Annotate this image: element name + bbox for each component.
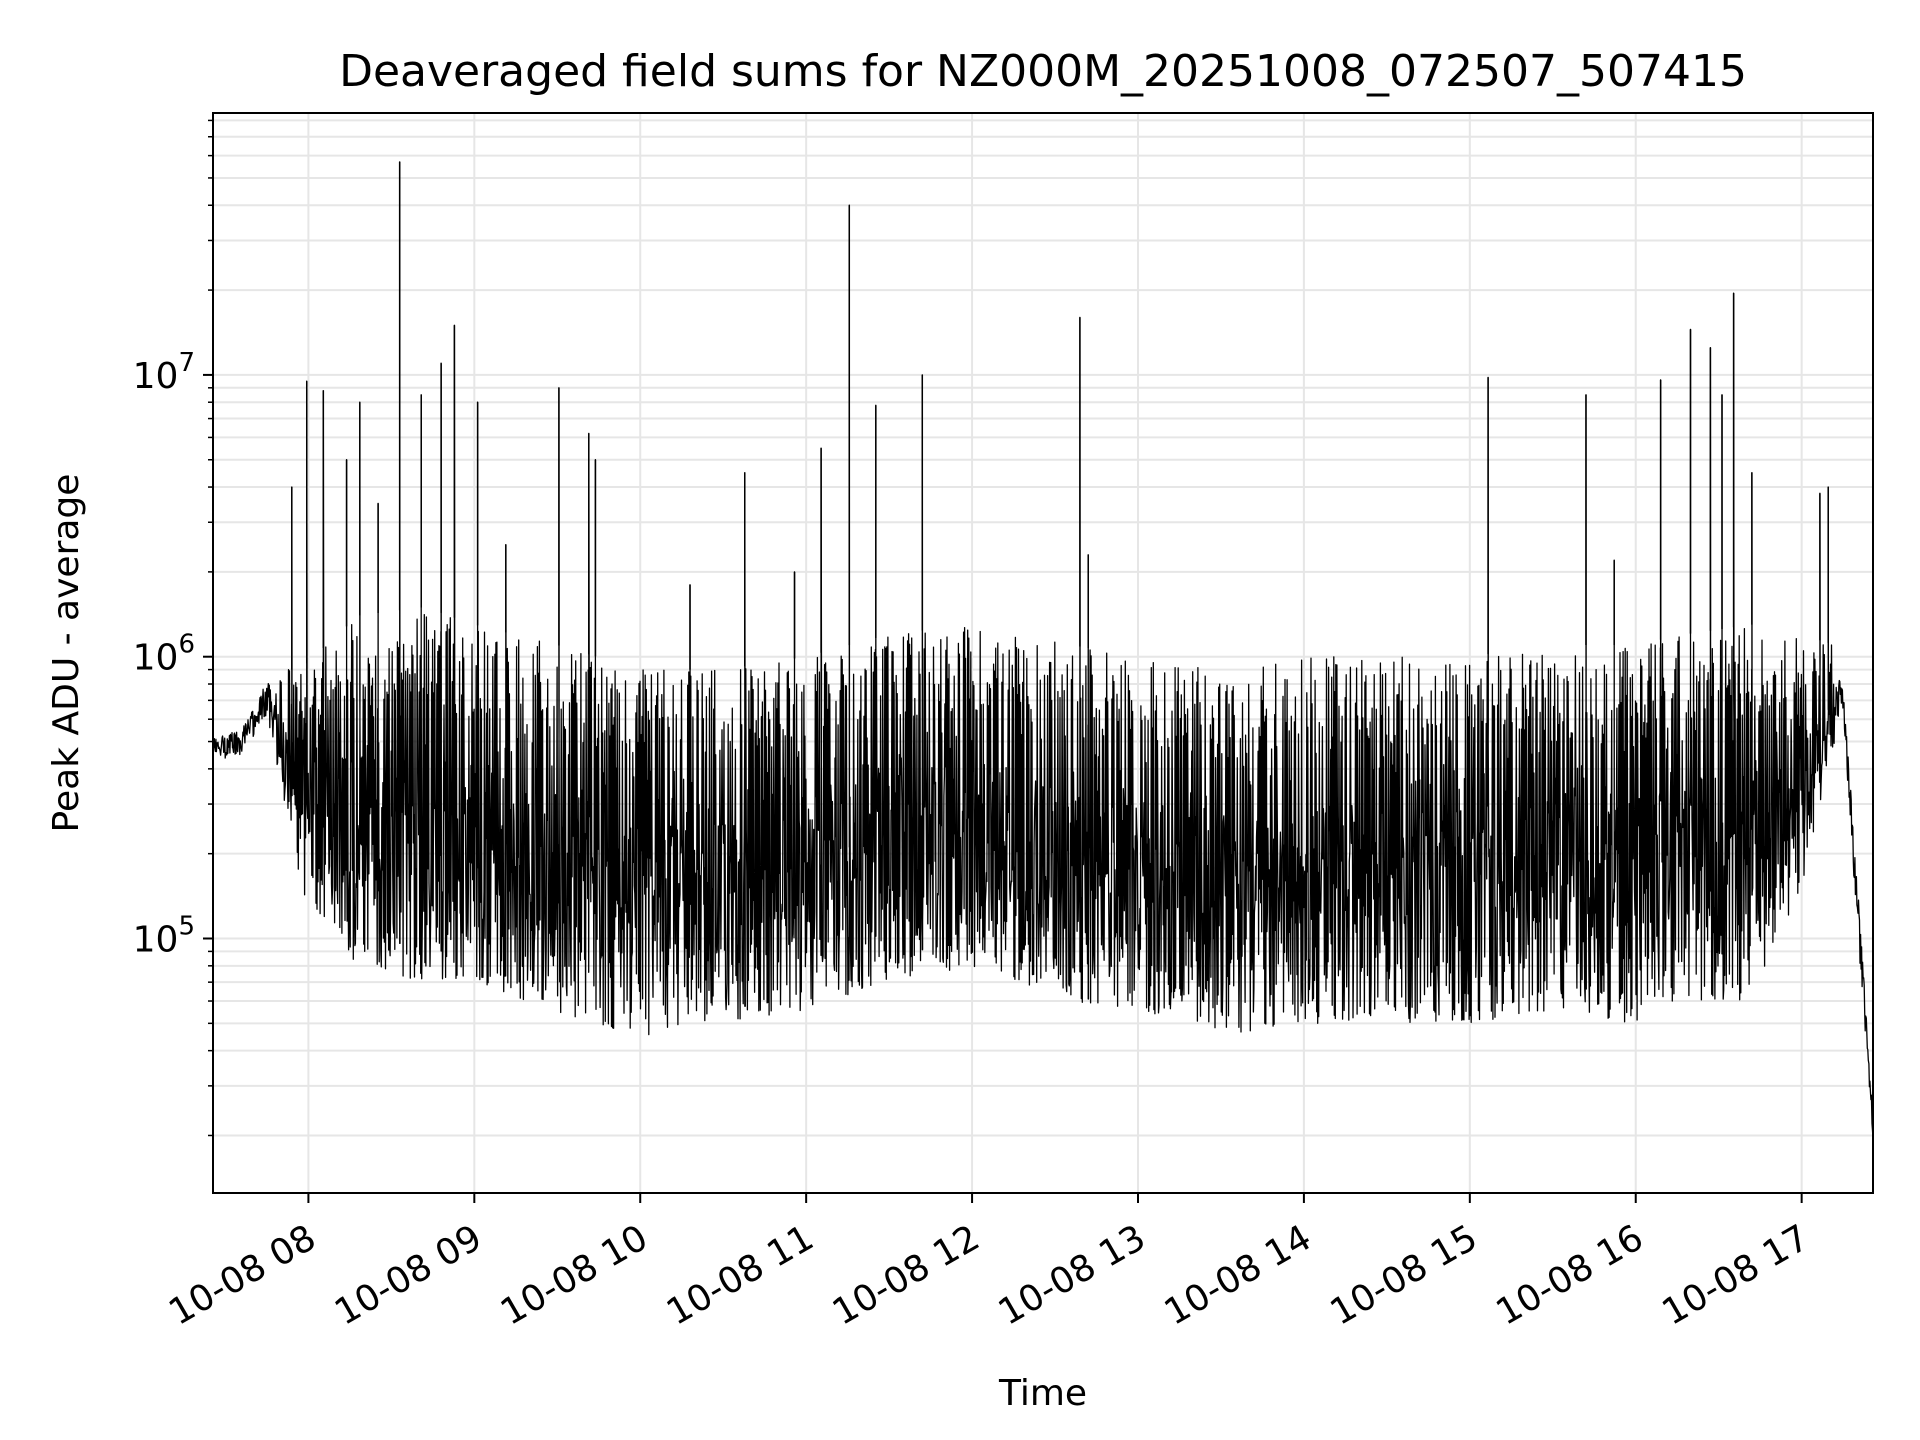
series-line (213, 161, 1874, 1140)
y-axis-label: Peak ADU - average (46, 474, 87, 833)
chart-title: Deaveraged field sums for NZ000M_2025100… (339, 46, 1747, 97)
x-axis-label: Time (998, 1373, 1087, 1414)
data-series (213, 161, 1874, 1140)
plot-frame (212, 112, 1874, 1194)
